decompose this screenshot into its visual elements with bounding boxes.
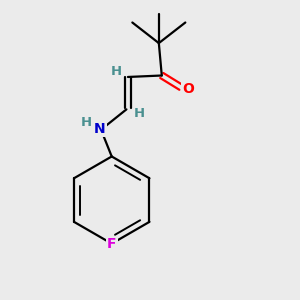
Text: F: F [107, 237, 116, 250]
Text: N: N [94, 122, 106, 136]
Text: H: H [81, 116, 92, 129]
Text: H: H [134, 107, 145, 120]
Text: O: O [182, 82, 194, 96]
Text: H: H [111, 65, 122, 78]
